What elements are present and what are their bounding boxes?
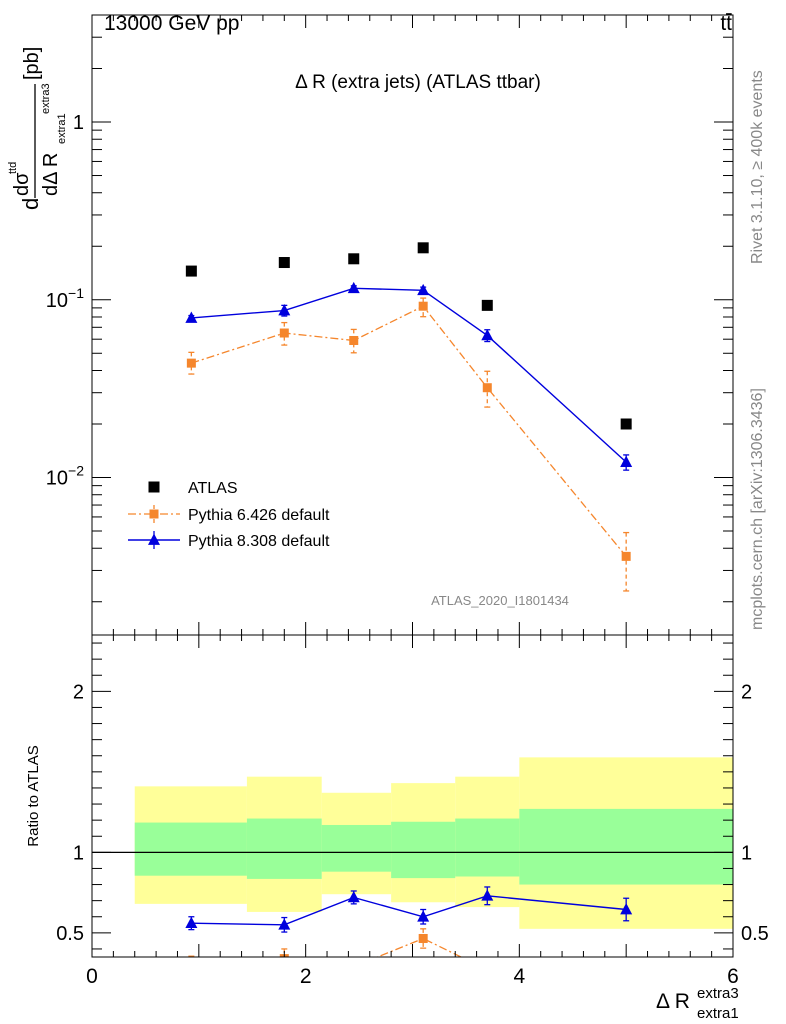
svg-text:dσ: dσ xyxy=(11,172,33,196)
uncertainty-band-inner xyxy=(134,822,247,876)
ratio-y-tick-label-right: 1 xyxy=(741,842,752,864)
atlas-point xyxy=(620,418,632,430)
svg-text:Δ R: Δ R xyxy=(656,990,690,1013)
main-y-tick-label: 10−1 xyxy=(46,285,84,312)
ratio-pythia6-point xyxy=(622,980,631,989)
ratio-y-tick-label-right: 0.5 xyxy=(741,923,769,945)
legend-entry-label: Pythia 8.308 default xyxy=(188,533,330,550)
legend-entry-label: ATLAS xyxy=(188,480,238,497)
ratio-pythia8-line xyxy=(191,895,627,926)
svg-text:extra3: extra3 xyxy=(40,83,52,114)
pythia8-line xyxy=(191,287,627,463)
ratio-pythia6-line xyxy=(375,937,463,957)
x-axis-title: Δ R extra3 extra1 xyxy=(656,985,739,1022)
svg-text:extra1: extra1 xyxy=(697,1005,739,1022)
pythia6-point xyxy=(279,328,289,338)
pythia6-point xyxy=(418,301,428,311)
ratio-y-tick-label-right: 2 xyxy=(741,681,752,703)
uncertainty-band-inner xyxy=(391,821,456,879)
process-label: tt̄ xyxy=(720,12,732,35)
svg-text:ttd: ttd xyxy=(7,162,19,174)
atlas-point xyxy=(417,242,429,254)
svg-text:d: d xyxy=(18,198,43,210)
svg-text:extra3: extra3 xyxy=(697,985,739,1002)
ratio-pythia6-point xyxy=(187,960,196,969)
ratio-pythia8-point xyxy=(185,916,198,929)
uncertainty-band-inner xyxy=(321,824,392,872)
pythia8-point xyxy=(185,311,198,323)
svg-text:[pb]: [pb] xyxy=(21,47,43,80)
pythia6-point xyxy=(621,551,631,561)
ratio-y-tick-label: 2 xyxy=(73,681,84,703)
main-y-tick-label: 10−2 xyxy=(46,463,84,490)
atlas-point xyxy=(278,257,290,269)
pythia8-point xyxy=(620,455,633,468)
analysis-id: ATLAS_2020_I1801434 xyxy=(431,593,569,608)
energy-label: 13000 GeV pp xyxy=(104,12,239,35)
uncertainty-band-inner xyxy=(455,818,520,877)
legend-atlas-marker xyxy=(148,481,160,493)
uncertainty-band-inner xyxy=(246,818,322,879)
pythia8-point xyxy=(481,328,494,341)
main-panel: 1 10−1 10−2 xyxy=(46,14,734,636)
ratio-pythia6-point xyxy=(418,933,428,943)
atlas-point xyxy=(185,265,197,277)
ratio-pythia8-point xyxy=(278,918,291,930)
ratio-y-tick-label: 1 xyxy=(73,842,84,864)
ratio-pythia6-point xyxy=(483,965,492,974)
plot-title: Δ R (extra jets) (ATLAS ttbar) xyxy=(295,72,541,93)
ratio-pythia8-point xyxy=(347,890,360,903)
ratio-y-axis-title: Ratio to ATLAS xyxy=(25,745,42,846)
uncertainty-band-inner xyxy=(519,808,733,885)
x-tick-label: 2 xyxy=(300,965,312,988)
pythia8-point xyxy=(417,283,430,296)
ratio-pythia6-point xyxy=(349,962,358,971)
x-tick-label: 4 xyxy=(513,965,525,988)
ratio-pythia8-point xyxy=(417,910,430,922)
ratio-pythia8-point xyxy=(620,903,633,915)
svg-text:dΔ R: dΔ R xyxy=(40,153,62,196)
pythia6-line xyxy=(191,305,627,557)
ratio-pythia8-point xyxy=(481,889,494,901)
atlas-point xyxy=(481,299,493,311)
x-tick-label: 0 xyxy=(86,965,98,988)
legend-entry-label: Pythia 6.426 default xyxy=(188,507,330,524)
atlas-point xyxy=(348,253,360,265)
pythia6-point xyxy=(349,335,359,345)
site-label: mcplots.cern.ch [arXiv:1306.3436] xyxy=(749,388,766,630)
legend: ATLAS Pythia 6.426 default Pythia 8.308 de… xyxy=(128,480,330,550)
pythia8-point xyxy=(278,304,291,316)
rivet-label: Rivet 3.1.10, ≥ 400k events xyxy=(749,70,766,264)
main-y-axis-title: d dσ ttd dΔ R extra1 extra3 [pb] xyxy=(7,47,68,210)
ratio-y-tick-label: 0.5 xyxy=(56,923,84,945)
pythia6-point xyxy=(186,358,196,368)
pythia6-point xyxy=(482,383,492,393)
main-y-tick-label: 1 xyxy=(73,112,84,134)
svg-text:extra1: extra1 xyxy=(56,113,68,144)
ratio-panel: 0 2 4 60.5 0.51 12 2 xyxy=(56,634,769,989)
x-tick-label: 6 xyxy=(727,965,739,988)
legend-pythia6-marker xyxy=(149,509,159,519)
pythia8-point xyxy=(347,281,360,294)
ratio-frame xyxy=(91,634,734,958)
legend-pythia8-marker xyxy=(148,533,160,545)
